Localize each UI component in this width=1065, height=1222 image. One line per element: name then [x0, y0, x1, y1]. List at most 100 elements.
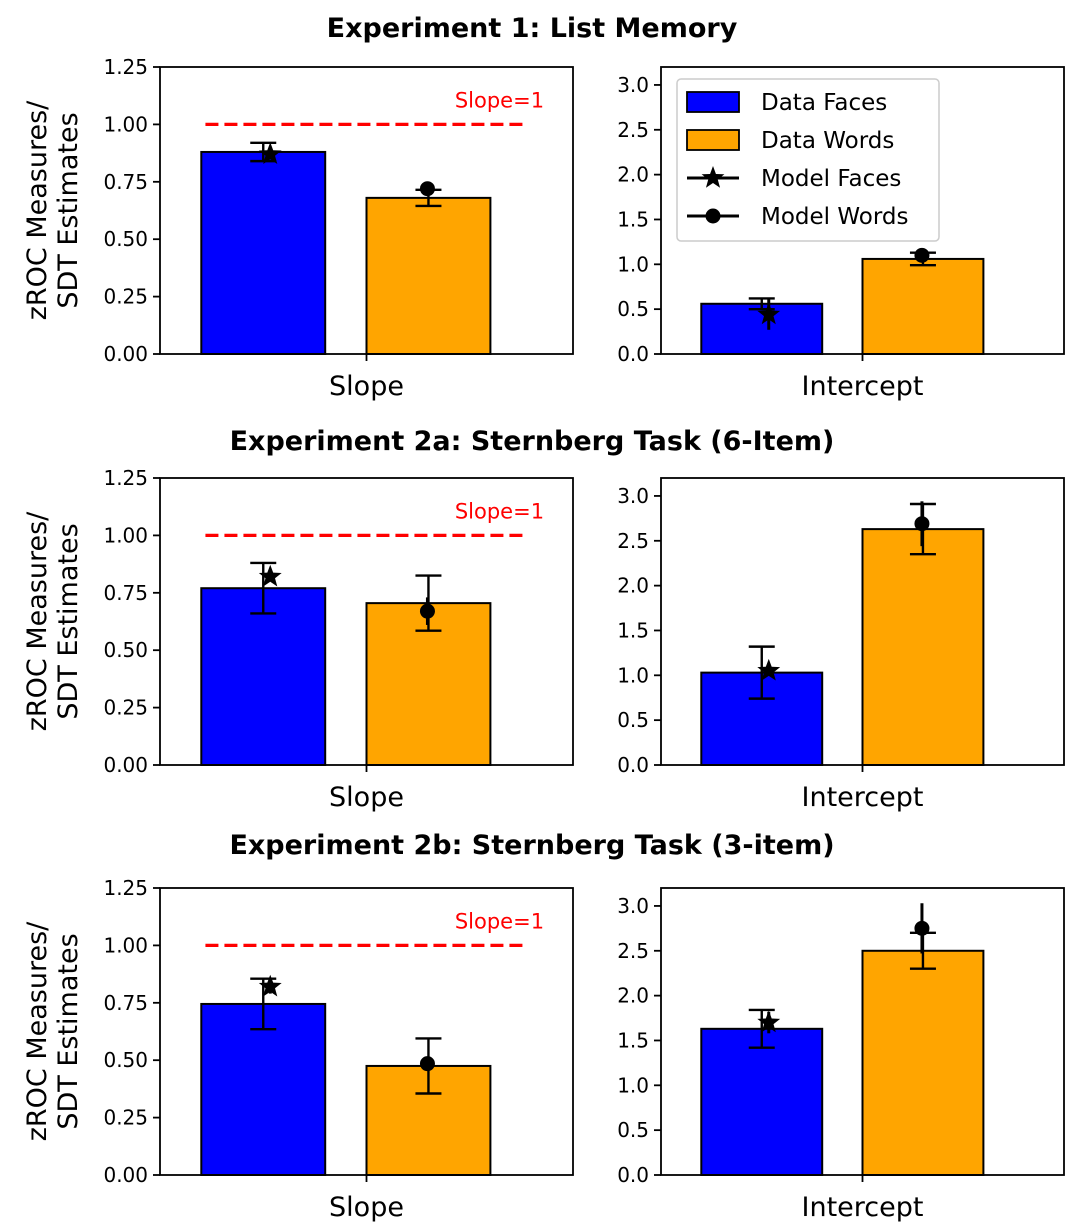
y-axis-label: zROC Measures/SDT Estimates	[22, 921, 84, 1141]
legend: Data Faces Data Words Model Faces Model Wor…	[676, 78, 940, 242]
y-tick-label: 1.00	[103, 112, 148, 136]
y-axis-label: zROC Measures/SDT Estimates	[22, 100, 84, 320]
legend-label: Data Words	[761, 128, 894, 154]
y-tick-label: 1.5	[617, 1028, 649, 1052]
errorbar-data-faces	[250, 977, 277, 1031]
model-words-marker	[419, 1056, 435, 1072]
y-tick-label: 2.0	[617, 574, 649, 598]
y-tick-label: 0.75	[103, 581, 148, 605]
legend-frame	[676, 78, 940, 242]
y-axis-label: zROC Measures/SDT Estimates	[22, 511, 84, 731]
model-faces-marker	[757, 1010, 781, 1033]
legend-label: Data Faces	[761, 90, 887, 116]
chart-panel-3: zROC Measures/SDT Estimates Slope=1 0.00 0.…	[22, 466, 574, 813]
y-tick-label: 0.75	[103, 991, 148, 1015]
experiment-title: Experiment 2b: Sternberg Task (3-item)	[229, 830, 834, 861]
bar-data-words	[365, 196, 492, 355]
y-axis-label-line: zROC Measures/	[22, 921, 53, 1141]
model-faces-marker	[258, 142, 282, 164]
y-tick-label: 1.25	[103, 466, 148, 490]
y-tick-label: 0.0	[617, 342, 649, 366]
chart-panel-2: 0.0 0.5 1.0 1.5 2.0 2.5 3.0 Intercept	[617, 66, 1065, 402]
y-tick-label: 2.5	[617, 939, 649, 963]
y-tick-label: 1.25	[103, 55, 148, 79]
y-tick-label: 1.0	[617, 252, 649, 276]
model-faces-marker	[757, 658, 781, 681]
y-tick-label: 0.00	[103, 1163, 148, 1187]
errorbar-data-faces	[748, 1008, 775, 1049]
experiment-title: Experiment 1: List Memory	[327, 13, 738, 44]
y-axis-label-line: zROC Measures/	[22, 100, 53, 320]
y-tick-label: 1.00	[103, 523, 148, 547]
y-tick-label: 0.00	[103, 753, 148, 777]
y-axis-label-line: SDT Estimates	[53, 112, 84, 308]
bar-data-words	[861, 949, 985, 1176]
bar-data-words	[861, 257, 985, 355]
model-words-marker	[419, 603, 435, 619]
y-tick-label: 2.0	[617, 163, 649, 187]
reference-line-label: Slope=1	[455, 499, 544, 523]
y-axis-label-line: zROC Measures/	[22, 511, 53, 731]
reference-line-label: Slope=1	[455, 909, 544, 933]
y-tick-label: 3.0	[617, 73, 649, 97]
model-faces-marker	[258, 564, 282, 587]
bar-data-faces	[200, 1002, 327, 1176]
bar-data-faces	[700, 1027, 824, 1176]
model-words-marker	[419, 181, 435, 197]
legend-label: Model Words	[761, 204, 908, 230]
y-tick-label: 1.5	[617, 618, 649, 642]
x-tick-label: Intercept	[802, 1192, 924, 1222]
x-tick-label: Slope	[329, 1192, 404, 1222]
model-words-marker	[914, 247, 930, 263]
legend-item: Data Words	[686, 128, 894, 154]
y-tick-label: 3.0	[617, 484, 649, 508]
legend-item: Model Words	[687, 204, 908, 230]
model-words-marker	[914, 920, 930, 936]
x-tick-label: Slope	[329, 782, 404, 813]
y-tick-label: 0.25	[103, 285, 148, 309]
y-tick-label: 0.00	[103, 342, 148, 366]
y-tick-label: 0.0	[617, 753, 649, 777]
x-tick-label: Slope	[329, 371, 404, 402]
chart-panel-5: zROC Measures/SDT Estimates Slope=1 0.00 0.…	[22, 876, 574, 1222]
chart-panel-6: 0.0 0.5 1.0 1.5 2.0 2.5 3.0 Intercept	[617, 887, 1065, 1222]
y-tick-label: 0.5	[617, 708, 649, 732]
y-tick-label: 1.0	[617, 1073, 649, 1097]
y-tick-label: 0.5	[617, 297, 649, 321]
y-tick-label: 2.5	[617, 118, 649, 142]
y-tick-label: 0.25	[103, 1106, 148, 1130]
y-tick-label: 0.0	[617, 1163, 649, 1187]
y-axis-label-line: SDT Estimates	[53, 933, 84, 1129]
y-tick-label: 1.5	[617, 207, 649, 231]
model-words-marker	[914, 516, 930, 532]
legend-item: Model Faces	[687, 166, 901, 192]
model-faces-marker	[258, 974, 282, 997]
y-tick-label: 0.75	[103, 170, 148, 194]
legend-label: Model Faces	[761, 166, 901, 192]
bar-data-faces	[200, 587, 327, 767]
errorbar-data-faces	[748, 645, 775, 700]
y-tick-label: 0.25	[103, 696, 148, 720]
model-faces-marker	[757, 302, 781, 325]
y-axis-label-line: SDT Estimates	[53, 523, 84, 719]
y-tick-label: 3.0	[617, 894, 649, 918]
experiment-title: Experiment 2a: Sternberg Task (6-Item)	[230, 426, 835, 457]
y-tick-label: 0.50	[103, 1048, 148, 1072]
errorbar-data-faces	[250, 561, 277, 615]
bar-data-words	[861, 528, 985, 767]
legend-circle-marker	[705, 208, 721, 224]
x-tick-label: Intercept	[802, 371, 924, 402]
y-tick-label: 2.0	[617, 984, 649, 1008]
y-tick-label: 1.25	[103, 876, 148, 900]
y-tick-label: 0.5	[617, 1118, 649, 1142]
y-tick-label: 0.50	[103, 638, 148, 662]
chart-panel-1: zROC Measures/SDT Estimates Slope=1 0.00 0.…	[22, 55, 574, 402]
y-tick-label: 1.00	[103, 933, 148, 957]
reference-line-label: Slope=1	[455, 88, 544, 112]
legend-item: Data Faces	[686, 90, 887, 116]
legend-swatch	[686, 129, 740, 151]
x-tick-label: Intercept	[802, 782, 924, 813]
y-tick-label: 0.50	[103, 227, 148, 251]
chart-panel-4: 0.0 0.5 1.0 1.5 2.0 2.5 3.0 Intercept	[617, 477, 1065, 813]
